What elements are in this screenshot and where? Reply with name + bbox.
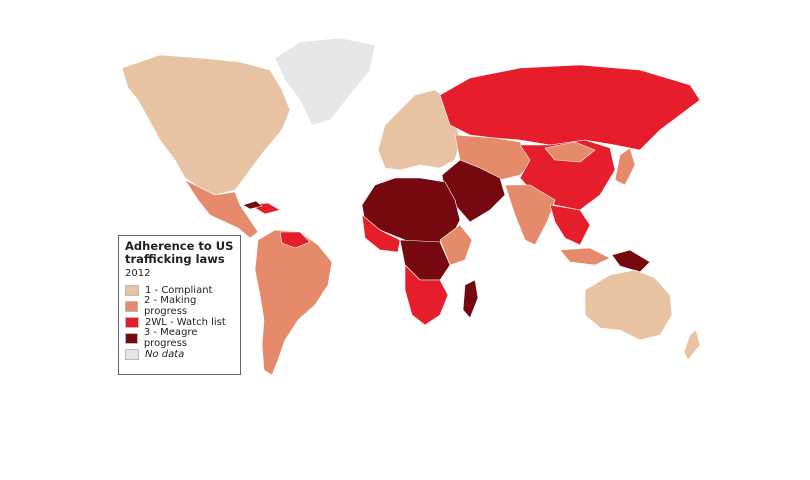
- legend-item: 1 - Compliant: [125, 282, 234, 298]
- japan: [614, 147, 636, 186]
- new-zealand: [683, 329, 701, 361]
- west-africa: [361, 214, 401, 253]
- legend-swatch: [125, 316, 139, 328]
- china: [519, 139, 616, 211]
- south-america: [254, 229, 333, 376]
- southeast-asia: [549, 204, 591, 246]
- legend: Adherence to US trafficking laws 2012 1 …: [118, 235, 241, 375]
- europe: [377, 89, 461, 171]
- legend-swatch: [125, 348, 139, 360]
- cuba: [242, 200, 263, 210]
- legend-swatch: [125, 284, 139, 296]
- legend-label: 2WL - Watch list: [145, 316, 226, 328]
- indonesia: [559, 247, 611, 266]
- legend-title: Adherence to US trafficking laws: [125, 239, 234, 266]
- madagascar: [462, 279, 479, 319]
- legend-swatch: [125, 300, 138, 312]
- legend-swatch: [125, 332, 138, 344]
- australia: [584, 269, 673, 341]
- legend-items: 1 - Compliant 2 - Making progress 2WL - Wa…: [125, 282, 234, 362]
- southern-africa: [404, 264, 449, 326]
- legend-subtitle: 2012: [125, 268, 151, 279]
- legend-item: 2WL - Watch list: [125, 314, 234, 330]
- legend-item: 3 - Meagre progress: [125, 327, 234, 349]
- india: [504, 184, 556, 246]
- legend-label: 3 - Meagre progress: [143, 327, 198, 349]
- greenland: [274, 37, 376, 126]
- legend-item: No data: [125, 346, 234, 362]
- mongolia: [544, 141, 596, 163]
- new-guinea: [611, 249, 651, 273]
- legend-label: No data: [145, 348, 185, 360]
- legend-label: 2 - Making progress: [143, 295, 197, 317]
- legend-item: 2 - Making progress: [125, 295, 234, 317]
- mexico: [184, 179, 259, 239]
- venezuela: [279, 231, 311, 249]
- legend-label: 1 - Compliant: [145, 284, 213, 296]
- north-america: [121, 54, 291, 196]
